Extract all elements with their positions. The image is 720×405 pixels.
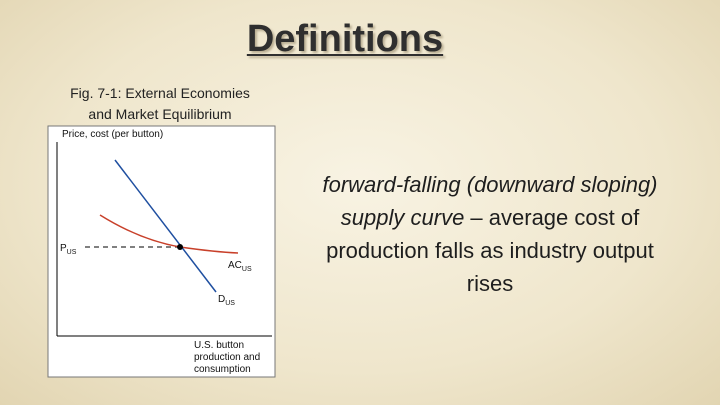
price-label: PUS xyxy=(60,243,77,256)
definition-term: forward-falling (downward sloping) suppl… xyxy=(322,172,658,230)
equilibrium-point xyxy=(177,244,183,250)
x-axis-label: U.S. button xyxy=(194,340,244,351)
caption-line: Fig. 7-1: External Economies xyxy=(70,85,250,101)
definition-text: – average cost of production falls as in… xyxy=(326,205,654,296)
slide-title: Definitions xyxy=(246,18,444,60)
figure-frame xyxy=(47,125,276,378)
demand-curve-label: DUS xyxy=(218,294,235,307)
x-axis-label: consumption xyxy=(194,364,251,375)
y-axis-label: Price, cost (per button) xyxy=(62,129,163,140)
cost-curve-label: ACUS xyxy=(228,260,252,273)
x-axis-label: production and xyxy=(194,352,260,363)
definition: forward-falling (downward sloping) suppl… xyxy=(300,168,680,300)
caption-line: and Market Equilibrium xyxy=(88,106,232,122)
demand-curve xyxy=(114,159,217,293)
figure-caption: Fig. 7-1: External Economies and Market … xyxy=(40,83,280,125)
